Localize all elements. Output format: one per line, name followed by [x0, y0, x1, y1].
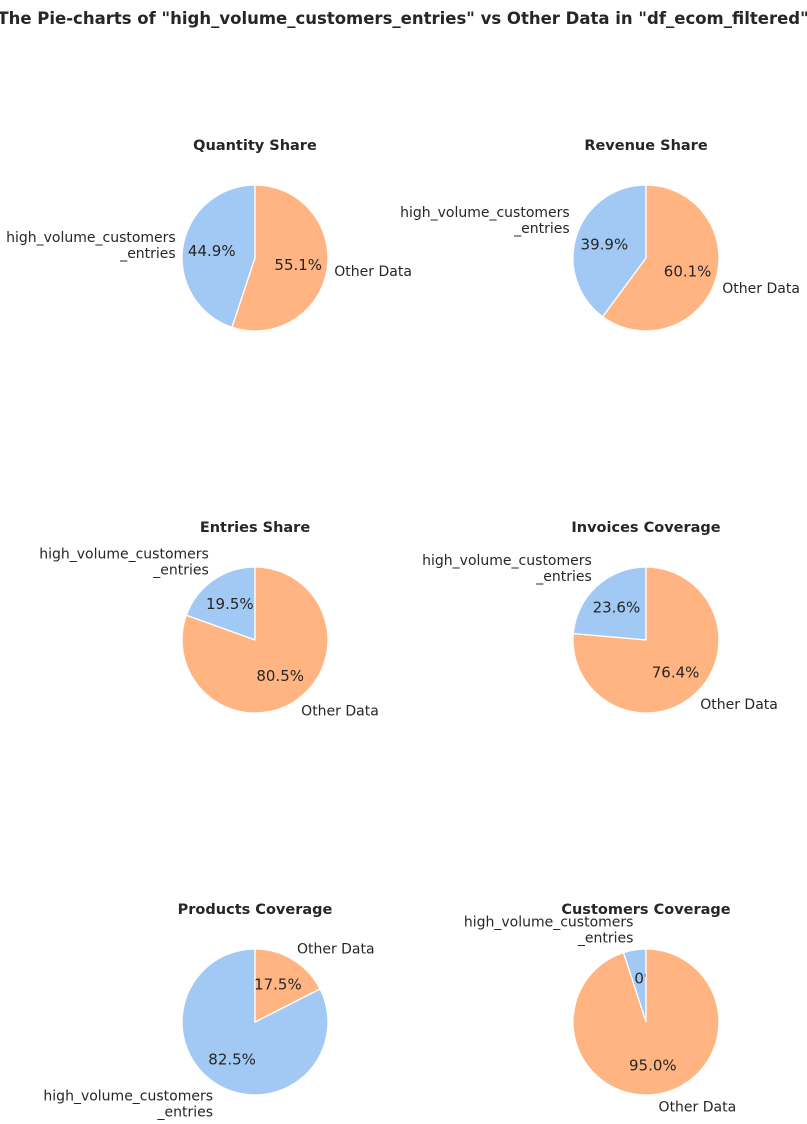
label-high-volume: high_volume_customers _entries: [43, 1088, 213, 1120]
pie-chart-3: Entries Share 19.5% high_volume_customers _…: [39, 520, 379, 720]
pie-title: Products Coverage: [178, 902, 333, 918]
pct-label: 17.5%: [254, 976, 302, 994]
pie-chart-1: Quantity Share 44.9% high_volume_customers…: [6, 138, 412, 332]
pie-title: Invoices Coverage: [571, 520, 720, 536]
label-other-data: Other Data: [297, 942, 375, 958]
pie-chart-4: Invoices Coverage 23.6%high_volume_custom…: [422, 520, 778, 714]
pct-label: 95.0%: [629, 1056, 677, 1074]
label-high-volume: high_volume_customers _entries: [400, 205, 570, 237]
label-high-volume: high_volume_customers _entries: [422, 553, 592, 585]
pct-label: 44.9%: [188, 242, 236, 260]
slice-other-data: [572, 948, 720, 1096]
figure-title: The Pie-charts of "high_volume_customers…: [0, 9, 807, 28]
label-high-volume: high_volume_customers _entries: [39, 546, 209, 578]
slice-high-volume: [572, 566, 647, 641]
slice-high-volume: [185, 566, 256, 641]
label-other-data: Other Data: [659, 1099, 737, 1115]
slice-high-volume: [181, 184, 256, 328]
pie-grid: Quantity Share 44.9% high_volume_customers…: [6, 138, 800, 1120]
slice-high-volume: [181, 948, 329, 1096]
pie-title: Revenue Share: [584, 138, 708, 154]
slice-other-data: [602, 184, 720, 332]
pct-label: 76.4%: [652, 663, 700, 681]
pct-label: 23.6%: [593, 599, 641, 617]
pie-title: Customers Coverage: [561, 902, 730, 918]
label-other-data: Other Data: [700, 697, 778, 713]
pct-label: 19.5%: [206, 595, 254, 613]
slice-other-data: [231, 184, 329, 332]
slice-other-data: [181, 566, 329, 714]
pie-chart-5: Products Coverage 82.5% high_volume_custom…: [43, 902, 374, 1120]
label-high-volume: high_volume_customers _entries: [6, 230, 176, 262]
pie-title: Quantity Share: [193, 138, 317, 154]
pie-chart-2: Revenue Share 39.9% high_volume_customers _…: [400, 138, 800, 332]
label-other-data: Other Data: [301, 704, 379, 720]
label-other-data: Other Data: [334, 264, 412, 280]
pct-label: 82.5%: [208, 1050, 256, 1068]
pct-label: 60.1%: [664, 263, 712, 281]
slice-other-data: [572, 566, 720, 714]
pct-label: 80.5%: [256, 667, 304, 685]
pct-label: 39.9%: [581, 235, 629, 253]
pie-chart-6: Customers Coverage5.0%high_volume_custom…: [464, 902, 736, 1115]
slice-other-data: [254, 948, 321, 1023]
label-other-data: Other Data: [722, 281, 800, 297]
slice-high-volume: [572, 184, 647, 318]
pct-label: 55.1%: [274, 256, 322, 274]
pie-title: Entries Share: [200, 520, 310, 536]
label-high-volume: high_volume_customers _entries: [464, 915, 634, 947]
